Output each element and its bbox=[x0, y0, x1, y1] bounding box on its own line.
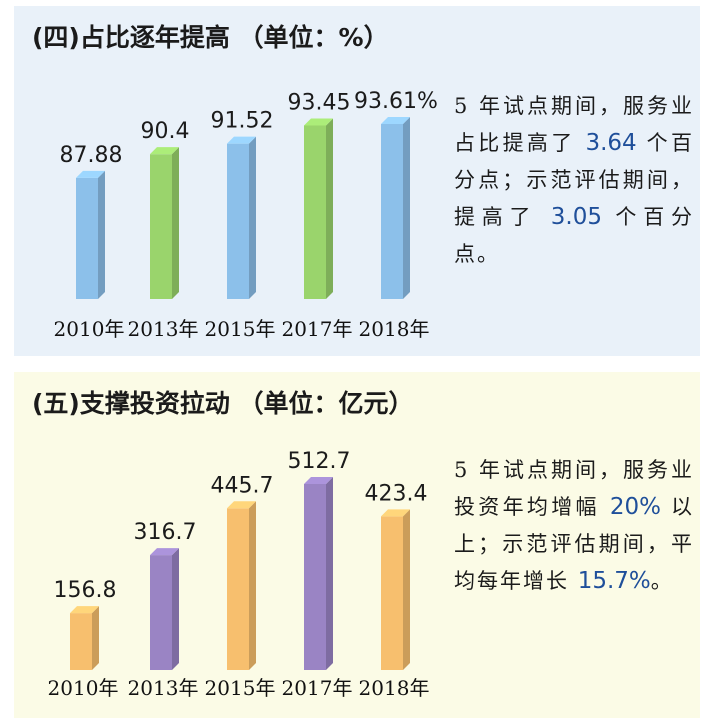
bar-side bbox=[403, 117, 410, 299]
bar-0 bbox=[70, 606, 99, 670]
data-label: 423.4 bbox=[365, 481, 428, 506]
bar-top bbox=[150, 147, 179, 155]
x-tick-label: 2018年 bbox=[359, 317, 430, 341]
bar-face bbox=[381, 124, 403, 299]
bar-side bbox=[249, 501, 256, 670]
data-label: 90.4 bbox=[141, 119, 190, 144]
bar-top bbox=[304, 118, 333, 126]
bar-side bbox=[172, 548, 179, 670]
bar-chart-service-share: 87.88 2010年 90.4 2013年 91.52 2015年 93.45 2017年 9… bbox=[54, 89, 438, 341]
panel-title: (五)支撑投资拉动 （单位：亿元） bbox=[32, 389, 414, 418]
bar-3 bbox=[304, 118, 333, 299]
annotation-note: 5 年试点期间，服务业投资年均增幅 20% 以上；示范评估期间，平均每年增长 1… bbox=[454, 452, 694, 600]
bar-side bbox=[92, 606, 99, 670]
bar-chart-investment: 156.8 2010年 316.7 2013年 445.7 2015年 512.7 2017年… bbox=[48, 449, 430, 700]
note-text: 以上；示范评估期间，平均每年增长 bbox=[454, 495, 694, 593]
bar-top bbox=[70, 606, 99, 614]
bar-top bbox=[304, 477, 333, 484]
bar-face bbox=[150, 555, 172, 670]
data-label: 445.7 bbox=[211, 473, 274, 498]
bar-top bbox=[381, 509, 410, 517]
highlight-number: 3.05 bbox=[550, 204, 602, 230]
bar-4 bbox=[381, 117, 410, 299]
bar-side bbox=[249, 136, 256, 299]
bar-4 bbox=[381, 509, 410, 670]
bar-1 bbox=[150, 147, 179, 299]
x-tick-label: 2013年 bbox=[128, 676, 199, 700]
x-tick-label: 2018年 bbox=[359, 676, 430, 700]
highlight-number: 20% bbox=[609, 494, 661, 520]
bar-side bbox=[98, 170, 105, 299]
data-label: 93.61% bbox=[354, 89, 438, 114]
bar-top bbox=[381, 117, 410, 124]
highlight-number: 3.64 bbox=[585, 130, 637, 156]
x-tick-label: 2017年 bbox=[282, 317, 353, 341]
bar-side bbox=[403, 509, 410, 670]
bar-side bbox=[326, 477, 333, 670]
x-tick-label: 2013年 bbox=[128, 317, 199, 341]
bar-0 bbox=[76, 170, 105, 299]
panel-investment: (五)支撑投资拉动 （单位：亿元） 156.8 2010年 316.7 2013年 44… bbox=[14, 372, 700, 718]
bar-face bbox=[304, 125, 326, 299]
bar-face bbox=[227, 508, 249, 670]
bar-top bbox=[150, 548, 179, 556]
bar-side bbox=[326, 118, 333, 299]
data-label: 512.7 bbox=[288, 449, 351, 474]
data-label: 91.52 bbox=[211, 109, 274, 134]
data-label: 87.88 bbox=[60, 143, 123, 168]
x-tick-label: 2010年 bbox=[54, 317, 125, 341]
bar-2 bbox=[227, 136, 256, 299]
x-tick-label: 2017年 bbox=[282, 676, 353, 700]
data-label: 93.45 bbox=[288, 91, 351, 116]
bar-face bbox=[381, 516, 403, 670]
note-text: 个百分点。 bbox=[454, 205, 694, 266]
note-text: 5 年试点期间，服务业投资年均增幅 bbox=[454, 458, 694, 519]
bar-face bbox=[150, 154, 172, 299]
bar-top bbox=[227, 136, 256, 144]
panel-service-share: (四)占比逐年提高 （单位：%） 87.88 2010年 90.4 2013年 91.5… bbox=[14, 6, 700, 356]
bar-top bbox=[227, 501, 256, 509]
bar-face bbox=[70, 613, 92, 670]
bar-face bbox=[76, 177, 98, 299]
data-label: 316.7 bbox=[134, 520, 197, 545]
bar-top bbox=[76, 170, 105, 178]
data-label: 156.8 bbox=[54, 578, 117, 603]
panel-title: (四)占比逐年提高 （单位：%） bbox=[32, 23, 389, 52]
x-tick-label: 2010年 bbox=[48, 676, 119, 700]
note-text: 。 bbox=[650, 569, 674, 593]
annotation-note: 5 年试点期间，服务业占比提高了 3.64 个百分点；示范评估期间，提高了 3.… bbox=[454, 88, 694, 273]
bar-face bbox=[304, 484, 326, 670]
bar-1 bbox=[150, 548, 179, 670]
x-tick-label: 2015年 bbox=[205, 317, 276, 341]
bar-side bbox=[172, 147, 179, 299]
bar-face bbox=[227, 143, 249, 299]
note-text: 个百分点；示范评估期间，提高了 bbox=[454, 131, 694, 229]
bar-3 bbox=[304, 477, 333, 670]
highlight-number: 15.7% bbox=[577, 568, 651, 594]
note-text: 5 年试点期间，服务业占比提高了 bbox=[454, 94, 694, 155]
x-tick-label: 2015年 bbox=[205, 676, 276, 700]
bar-2 bbox=[227, 501, 256, 670]
